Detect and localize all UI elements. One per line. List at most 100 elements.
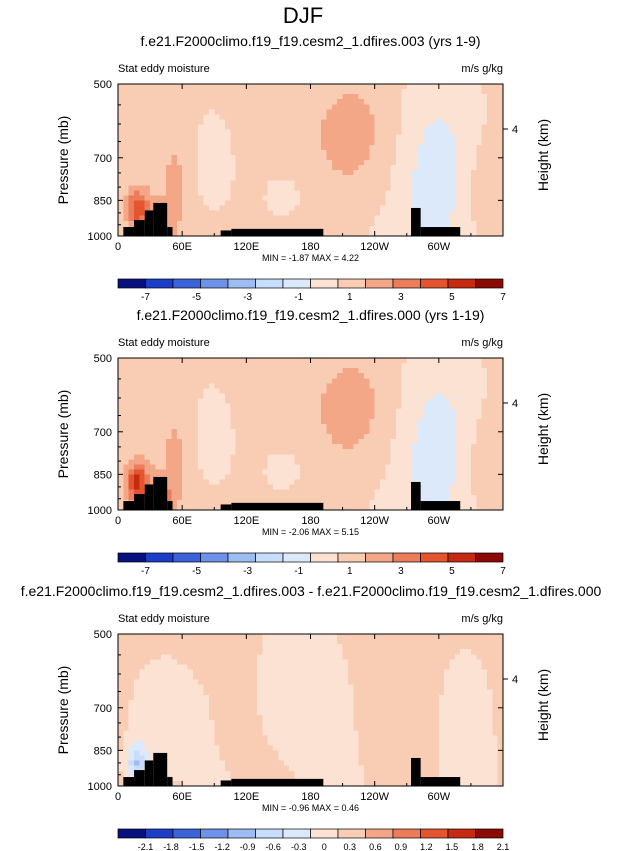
heatmap-cell	[198, 378, 205, 384]
heatmap-cell	[385, 434, 392, 440]
heatmap-cell	[171, 119, 178, 126]
heatmap-cell	[444, 165, 451, 171]
heatmap-cell	[422, 170, 429, 176]
heatmap-cell	[315, 378, 322, 384]
heatmap-cell	[139, 205, 146, 212]
heatmap-cell	[192, 639, 199, 645]
heatmap-cell	[422, 459, 429, 465]
heatmap-cell	[208, 210, 215, 217]
heatmap-cell	[449, 408, 456, 415]
heatmap-cell	[134, 644, 140, 650]
land-block	[134, 220, 145, 236]
heatmap-cell	[240, 434, 247, 440]
heatmap-cell	[230, 403, 237, 410]
heatmap-cell	[208, 499, 215, 506]
heatmap-cell	[465, 170, 472, 176]
heatmap-cell	[310, 84, 317, 90]
heatmap-cell	[363, 398, 370, 405]
heatmap-cell	[347, 160, 354, 166]
heatmap-cell	[171, 403, 178, 410]
heatmap-cell	[310, 160, 317, 166]
heatmap-cell	[385, 358, 392, 364]
heatmap-cell	[353, 185, 360, 191]
heatmap-cell	[460, 423, 467, 430]
heatmap-cell	[262, 160, 269, 166]
heatmap-cell	[176, 403, 183, 410]
heatmap-cell	[203, 474, 210, 481]
heatmap-cell	[396, 363, 403, 369]
heatmap-cell	[273, 408, 280, 415]
heatmap-cell	[166, 134, 173, 141]
heatmap-cell	[198, 139, 205, 146]
heatmap-cell	[267, 418, 274, 425]
heatmap-cell	[315, 434, 322, 440]
heatmap-cell	[198, 358, 205, 364]
heatmap-cell	[230, 104, 237, 110]
heatmap-cell	[310, 220, 317, 227]
heatmap-cell	[192, 725, 199, 731]
heatmap-cell	[353, 428, 360, 435]
heatmap-cell	[262, 358, 269, 364]
heatmap-cell	[230, 114, 237, 121]
heatmap-cell	[369, 363, 376, 369]
heatmap-cell	[224, 383, 231, 389]
heatmap-cell	[326, 459, 333, 465]
heatmap-cell	[465, 160, 472, 166]
heatmap-cell	[363, 494, 370, 501]
heatmap-cell	[492, 190, 499, 197]
heatmap-cell	[278, 454, 285, 460]
heatmap-cell	[278, 464, 285, 471]
heatmap-cell	[192, 368, 199, 374]
heatmap-cell	[422, 434, 429, 440]
heatmap-cell	[240, 459, 247, 465]
heatmap-cell	[289, 489, 296, 496]
heatmap-cell	[214, 368, 221, 374]
heatmap-cell	[160, 89, 167, 95]
heatmap-cell	[118, 418, 124, 425]
heatmap-cell	[187, 205, 194, 212]
heatmap-cell	[353, 464, 360, 471]
heatmap-cell	[305, 459, 312, 465]
heatmap-cell	[331, 358, 338, 364]
heatmap-cell	[134, 725, 140, 731]
heatmap-cell	[182, 154, 189, 161]
heatmap-cell	[406, 104, 413, 110]
heatmap-cell	[283, 358, 290, 364]
heatmap-cell	[155, 190, 162, 197]
heatmap-cell	[235, 99, 242, 105]
y-tick-label: 850	[94, 195, 112, 207]
heatmap-cell	[166, 373, 173, 379]
heatmap-cell	[465, 413, 472, 420]
heatmap-cell	[176, 474, 183, 481]
heatmap-cell	[470, 363, 477, 369]
heatmap-cell	[385, 469, 392, 476]
heatmap-cell	[198, 170, 205, 176]
heatmap-cell	[433, 220, 440, 227]
heatmap-cell	[182, 84, 189, 90]
heatmap-cell	[246, 474, 253, 481]
heatmap-cell	[347, 165, 354, 171]
heatmap-cell	[433, 398, 440, 405]
heatmap-cell	[240, 484, 247, 491]
heatmap-cell	[128, 109, 135, 115]
heatmap-cell	[326, 114, 333, 121]
heatmap-cell	[299, 175, 306, 181]
heatmap-cell	[299, 94, 306, 100]
units-label: m/s g/kg	[461, 613, 503, 625]
heatmap-cell	[134, 684, 140, 691]
heatmap-cell	[337, 363, 344, 369]
heatmap-cell	[144, 418, 151, 425]
heatmap-cell	[486, 439, 493, 445]
heatmap-cell	[123, 139, 130, 146]
heatmap-cell	[492, 220, 499, 227]
heatmap-cell	[139, 423, 146, 430]
heatmap-cell	[476, 484, 483, 491]
heatmap-cell	[224, 358, 231, 364]
heatmap-cell	[390, 165, 397, 171]
heatmap-cell	[198, 694, 205, 701]
heatmap-cell	[417, 190, 424, 197]
heatmap-cell	[128, 190, 135, 197]
heatmap-cell	[128, 149, 135, 156]
heatmap-cell	[444, 99, 451, 105]
heatmap-cell	[315, 444, 322, 450]
